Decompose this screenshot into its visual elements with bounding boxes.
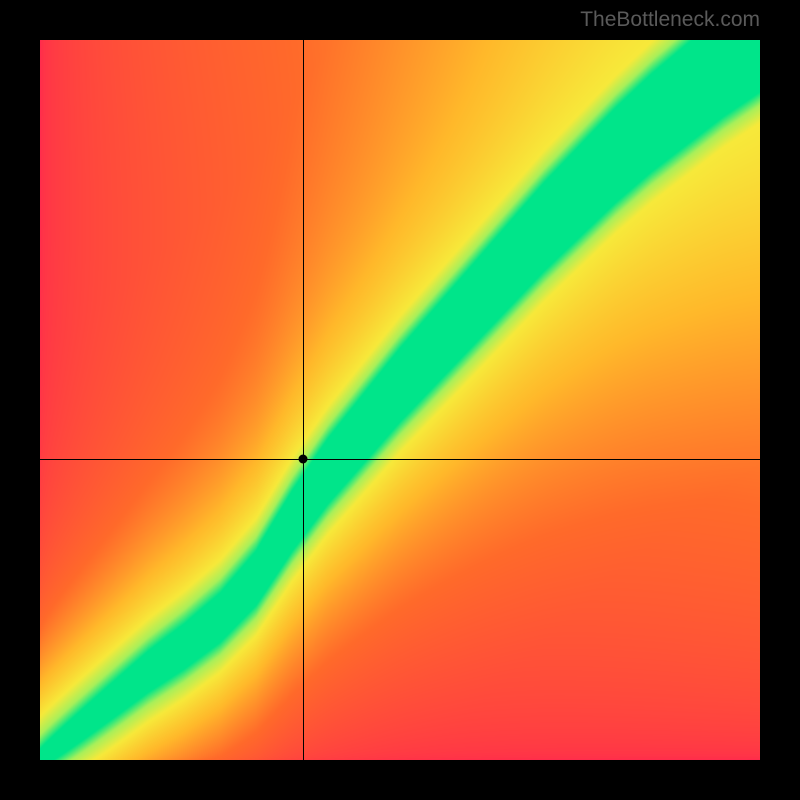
heatmap-plot (40, 40, 760, 760)
watermark-text: TheBottleneck.com (580, 8, 760, 32)
crosshair-vertical (303, 40, 304, 760)
crosshair-horizontal (40, 459, 760, 460)
crosshair-marker (298, 455, 307, 464)
heatmap-canvas (40, 40, 760, 760)
